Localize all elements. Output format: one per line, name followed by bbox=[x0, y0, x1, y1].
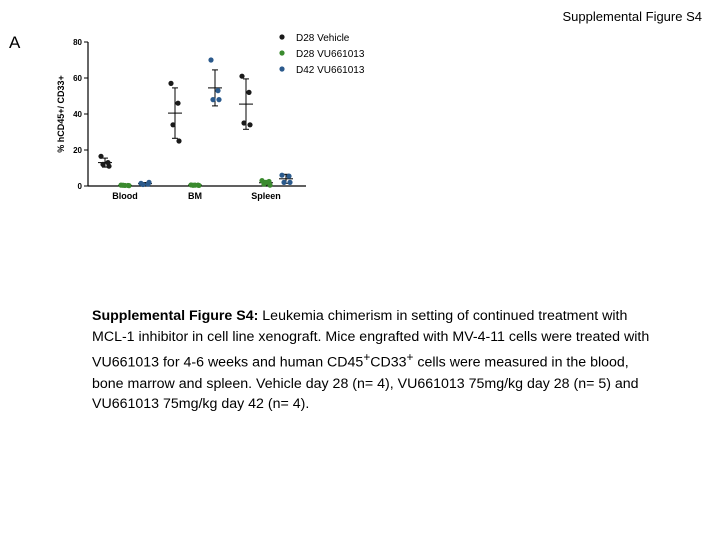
data-point bbox=[210, 97, 216, 103]
data-point bbox=[267, 182, 273, 188]
x-tick-label: Blood bbox=[112, 191, 138, 201]
scatter-chart: 0 20 40 60 80 % hCD45+/ CD33+ Blood BM Spleen D2… bbox=[56, 33, 365, 201]
caption-text: Leukemia chimerism in setting of continu… bbox=[92, 308, 650, 371]
data-point bbox=[98, 153, 104, 159]
legend-marker bbox=[279, 66, 285, 72]
data-point bbox=[170, 122, 176, 128]
data-point bbox=[216, 97, 222, 103]
data-point bbox=[281, 179, 287, 185]
caption-label: Supplemental Figure S4: bbox=[92, 308, 259, 324]
data-point bbox=[106, 163, 112, 169]
data-point bbox=[215, 88, 221, 94]
data-point bbox=[246, 89, 252, 95]
data-point bbox=[175, 100, 181, 106]
data-point bbox=[286, 173, 292, 179]
data-point bbox=[168, 80, 174, 86]
y-tick-label: 20 bbox=[73, 146, 82, 155]
data-point bbox=[208, 57, 214, 63]
legend-label: D28 VU661013 bbox=[296, 49, 365, 60]
x-tick-label: BM bbox=[188, 191, 202, 201]
y-tick-label: 40 bbox=[73, 110, 82, 119]
caption-text-3: cells were measured in the blood, bone m… bbox=[92, 354, 639, 413]
chart-axes: 0 20 40 60 80 % hCD45+/ CD33+ Blood BM Spleen bbox=[56, 38, 306, 201]
data-point bbox=[146, 179, 152, 185]
data-point bbox=[140, 181, 146, 188]
figure-title: Supplemental Figure S4 bbox=[562, 9, 702, 24]
data-point bbox=[126, 183, 132, 189]
panel-letter: A bbox=[9, 33, 21, 52]
data-point bbox=[100, 161, 106, 167]
figure-caption: Supplemental Figure S4: Leukemia chimeri… bbox=[92, 306, 652, 415]
legend-label: D28 Vehicle bbox=[296, 33, 350, 44]
legend-marker bbox=[279, 50, 285, 56]
data-point bbox=[192, 182, 198, 188]
x-tick-label: Spleen bbox=[251, 191, 281, 201]
chart-marks bbox=[98, 57, 293, 189]
y-axis-label: % hCD45+/ CD33+ bbox=[56, 75, 66, 153]
data-point bbox=[247, 122, 253, 128]
data-point bbox=[239, 73, 245, 79]
chart-legend: D28 Vehicle D28 VU661013 D42 VU661013 bbox=[279, 33, 365, 76]
y-tick-label: 80 bbox=[73, 38, 82, 47]
data-point bbox=[196, 182, 202, 189]
y-tick-label: 0 bbox=[78, 182, 83, 191]
data-point bbox=[241, 120, 247, 126]
data-point bbox=[263, 179, 269, 185]
legend-label: D42 VU661013 bbox=[296, 65, 365, 76]
legend-marker bbox=[279, 34, 285, 40]
caption-sup-1: + bbox=[363, 350, 371, 365]
data-point bbox=[279, 172, 285, 178]
data-point bbox=[122, 182, 128, 189]
caption-text-2: CD33 bbox=[370, 354, 407, 371]
data-point bbox=[287, 179, 293, 185]
data-point bbox=[176, 138, 182, 144]
caption-sup-2: + bbox=[406, 350, 414, 365]
y-tick-label: 60 bbox=[73, 74, 82, 83]
